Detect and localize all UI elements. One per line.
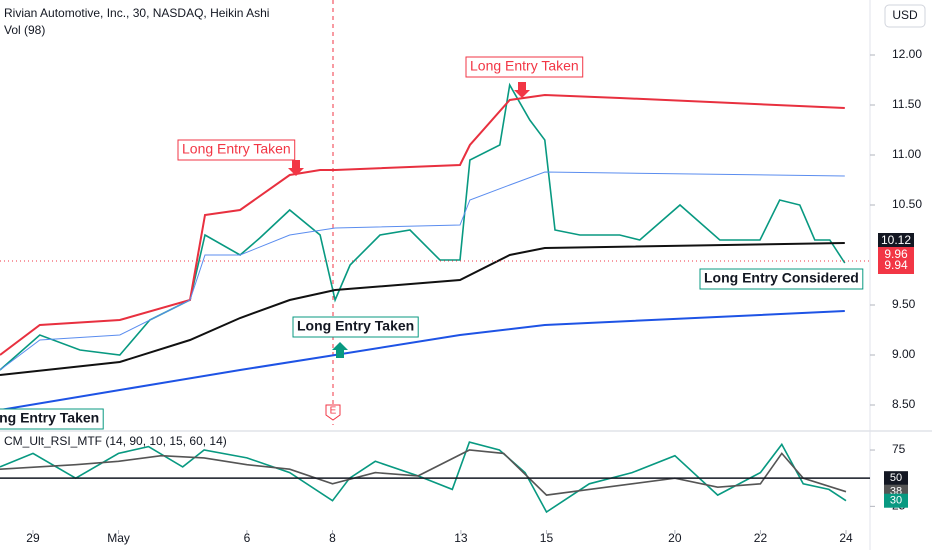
series-line bbox=[0, 242, 845, 376]
rsi-marker-box bbox=[884, 493, 908, 508]
x-tick-label: 24 bbox=[839, 531, 853, 545]
series-line bbox=[0, 171, 845, 371]
annotation: Long Entry Taken bbox=[297, 318, 414, 334]
annotation: Long Entry Taken bbox=[470, 58, 579, 74]
x-tick-label: 20 bbox=[668, 531, 682, 545]
x-tick-label: 13 bbox=[454, 531, 468, 545]
annotation: Long Entry Taken bbox=[0, 410, 99, 426]
x-tick-label: May bbox=[107, 531, 130, 545]
arrow bbox=[288, 160, 304, 176]
y-tick-label: 9.00 bbox=[892, 347, 916, 361]
rsi-marker-label: 30 bbox=[890, 495, 902, 507]
x-tick-label: 29 bbox=[26, 531, 40, 545]
earnings-badge bbox=[325, 404, 341, 421]
x-tick-label: 15 bbox=[540, 531, 554, 545]
rsi-marker-box bbox=[884, 471, 908, 486]
volume-label: Vol (98) bbox=[4, 23, 45, 37]
chart-title: Rivian Automotive, Inc., 30, NASDAQ, Hei… bbox=[4, 6, 269, 20]
currency[interactable]: USD bbox=[892, 8, 918, 22]
series-line bbox=[0, 449, 847, 496]
x-tick-label: 8 bbox=[329, 531, 336, 545]
rsi-title: CM_Ult_RSI_MTF (14, 90, 10, 15, 60, 14) bbox=[4, 434, 227, 448]
price-label: 10.12 bbox=[881, 233, 911, 247]
x-tick-label: 6 bbox=[244, 531, 251, 545]
price-label-box bbox=[878, 233, 914, 249]
arrow bbox=[514, 82, 530, 98]
price-label: 9.94 bbox=[884, 258, 908, 272]
currency-button[interactable] bbox=[884, 4, 926, 28]
annotation: Long Entry Considered bbox=[704, 270, 859, 286]
price-label: 9.96 bbox=[884, 247, 908, 261]
y-tick-label: 11.00 bbox=[892, 147, 921, 161]
annotation-box bbox=[465, 56, 584, 78]
x-tick-label: 22 bbox=[754, 531, 768, 545]
y-tick-label: 9.50 bbox=[892, 297, 916, 311]
earnings-label: E bbox=[330, 406, 337, 417]
annotation-box bbox=[0, 408, 104, 430]
rsi-marker-label: 50 bbox=[890, 472, 902, 484]
series-line bbox=[0, 82, 846, 371]
annotation-box bbox=[177, 139, 296, 161]
series-line bbox=[0, 310, 845, 411]
annotation-box bbox=[699, 268, 864, 290]
arrow bbox=[332, 342, 348, 358]
y-tick-label: 10.50 bbox=[892, 197, 922, 211]
price-label-box bbox=[878, 258, 914, 274]
y-tick-label: 8.50 bbox=[892, 397, 916, 411]
y-tick-label: 12.00 bbox=[892, 47, 922, 61]
annotation: Long Entry Taken bbox=[182, 141, 291, 157]
series-line bbox=[0, 93, 845, 356]
rsi-tick-label: 75 bbox=[892, 442, 906, 456]
annotation-box bbox=[292, 316, 419, 338]
y-tick-label: 11.50 bbox=[892, 97, 921, 111]
series-line bbox=[0, 441, 847, 514]
